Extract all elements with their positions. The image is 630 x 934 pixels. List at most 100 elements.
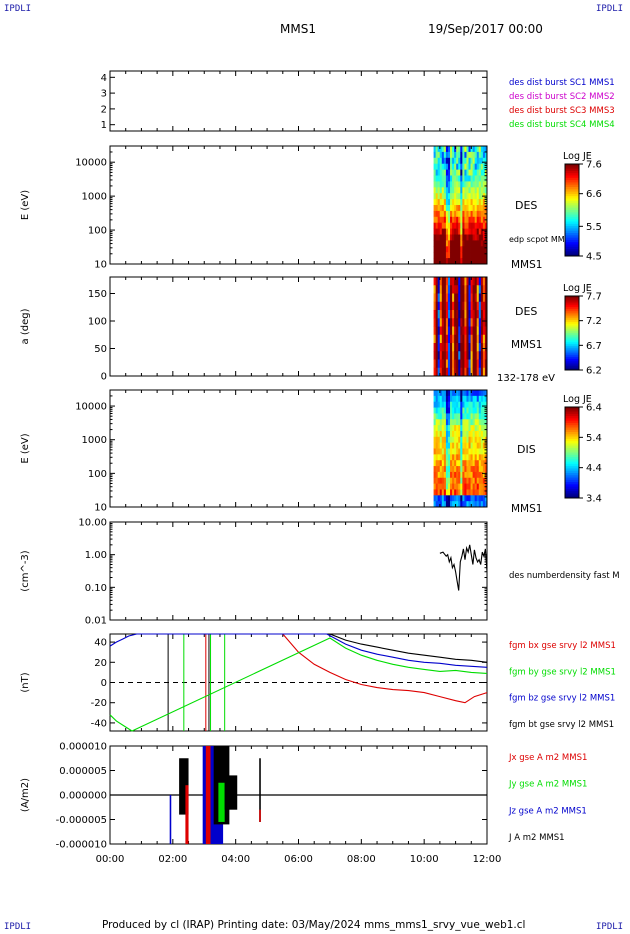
heatmap-cell <box>470 157 474 165</box>
heatmap-cell <box>478 228 482 235</box>
heatmap-cell <box>452 343 455 352</box>
heatmap-cell <box>470 318 474 327</box>
colorbar-step <box>565 418 579 422</box>
heatmap-cell <box>464 390 467 397</box>
heatmap-cell <box>445 471 449 479</box>
heatmap-cell <box>458 193 461 200</box>
heatmap-cell <box>468 495 471 502</box>
colorbar-step <box>565 441 579 444</box>
heatmap-cell <box>470 483 474 490</box>
colorbar-step <box>565 164 579 167</box>
des-energy-border <box>109 145 488 265</box>
heatmap-cell <box>450 277 453 286</box>
heatmap-cell <box>468 430 471 438</box>
heatmap-cell <box>441 151 445 159</box>
heatmap-cell <box>458 334 461 344</box>
heatmap-cell <box>464 246 467 253</box>
heatmap-cell <box>478 169 482 176</box>
heatmap-cell <box>445 489 449 496</box>
colorbar-step <box>565 219 579 222</box>
heatmap-cell <box>443 205 447 212</box>
heatmap-cell <box>472 175 476 182</box>
heatmap-cell <box>480 293 484 303</box>
heatmap-cell <box>480 477 484 484</box>
colorbar-step <box>565 307 579 310</box>
heatmap-cell <box>437 205 441 212</box>
heatmap-cell <box>447 246 451 253</box>
heatmap-cell <box>478 318 482 327</box>
heatmap-cell <box>472 448 476 455</box>
heatmap-cell <box>447 326 451 336</box>
heatmap-cell <box>474 151 478 159</box>
heatmap-cell <box>435 234 439 241</box>
heatmap-cell <box>470 407 474 414</box>
heatmap-cell <box>476 351 480 360</box>
colorbar-step <box>565 486 579 490</box>
heatmap-cell <box>435 401 439 408</box>
heatmap-cell <box>474 157 478 165</box>
heatmap-cell <box>472 228 476 235</box>
heatmap-cell <box>450 430 453 438</box>
heatmap-cell <box>466 436 469 444</box>
heatmap-cell <box>441 501 445 508</box>
heatmap-cell <box>445 495 449 502</box>
heatmap-cell <box>484 495 488 502</box>
colorbar-step <box>565 299 579 303</box>
legend-fgm-3: fgm bt gse srvy l2 MMS1 <box>509 720 614 730</box>
heatmap-cell <box>458 430 461 438</box>
heatmap-cell <box>437 246 441 253</box>
heatmap-cell <box>484 466 488 473</box>
heatmap-cell <box>466 495 469 502</box>
heatmap-cell <box>460 228 463 235</box>
heatmap-cell <box>476 489 480 496</box>
heatmap-cell <box>470 430 474 438</box>
heatmap-cell <box>452 157 455 165</box>
heatmap-cell <box>445 334 449 344</box>
heatmap-cell <box>441 477 445 484</box>
heatmap-cell <box>445 181 449 188</box>
heatmap-cell <box>466 367 469 377</box>
heatmap-cell <box>472 157 476 165</box>
heatmap-cell <box>472 246 476 253</box>
current-spike-9 <box>259 809 261 822</box>
heatmap-cell <box>460 293 463 303</box>
heatmap-cell <box>468 181 471 188</box>
legend-burst-1: des dist burst SC2 MMS2 <box>509 92 615 102</box>
heatmap-cell <box>454 285 457 294</box>
heatmap-cell <box>478 359 482 369</box>
heatmap-cell <box>468 460 471 467</box>
heatmap-cell <box>437 199 441 206</box>
heatmap-cell <box>452 240 455 247</box>
des-pitch-frame <box>109 276 488 377</box>
heatmap-cell <box>439 234 443 241</box>
heatmap-cell <box>470 477 474 484</box>
heatmap-cell <box>437 193 441 200</box>
heatmap-cell <box>435 222 439 229</box>
heatmap-cell <box>480 430 484 438</box>
heatmap-cell <box>437 216 441 224</box>
heatmap-cell <box>433 205 437 212</box>
heatmap-cell <box>458 489 461 496</box>
energy-range-label: 132-178 eV <box>497 373 555 384</box>
heatmap-cell <box>445 169 449 176</box>
heatmap-cell <box>466 169 469 176</box>
heatmap-cell <box>480 401 484 408</box>
colorbar-step <box>565 355 579 358</box>
corner-label-bottom-right: IPDLI <box>596 922 624 932</box>
heatmap-cell <box>437 293 441 303</box>
heatmap-cell <box>458 301 461 311</box>
heatmap-cell <box>480 359 484 369</box>
heatmap-cell <box>478 466 482 473</box>
heatmap-cell <box>476 477 480 484</box>
heatmap-cell <box>435 489 439 496</box>
heatmap-cell <box>480 258 484 265</box>
heatmap-cell <box>472 318 476 327</box>
heatmap-cell <box>466 343 469 352</box>
heatmap-cell <box>447 193 451 200</box>
heatmap-cell <box>443 419 447 426</box>
heatmap-cell <box>476 401 480 408</box>
heatmap-cell <box>443 407 447 414</box>
heatmap-cell <box>439 395 443 403</box>
heatmap-cell <box>441 390 445 397</box>
heatmap-cell <box>478 181 482 188</box>
